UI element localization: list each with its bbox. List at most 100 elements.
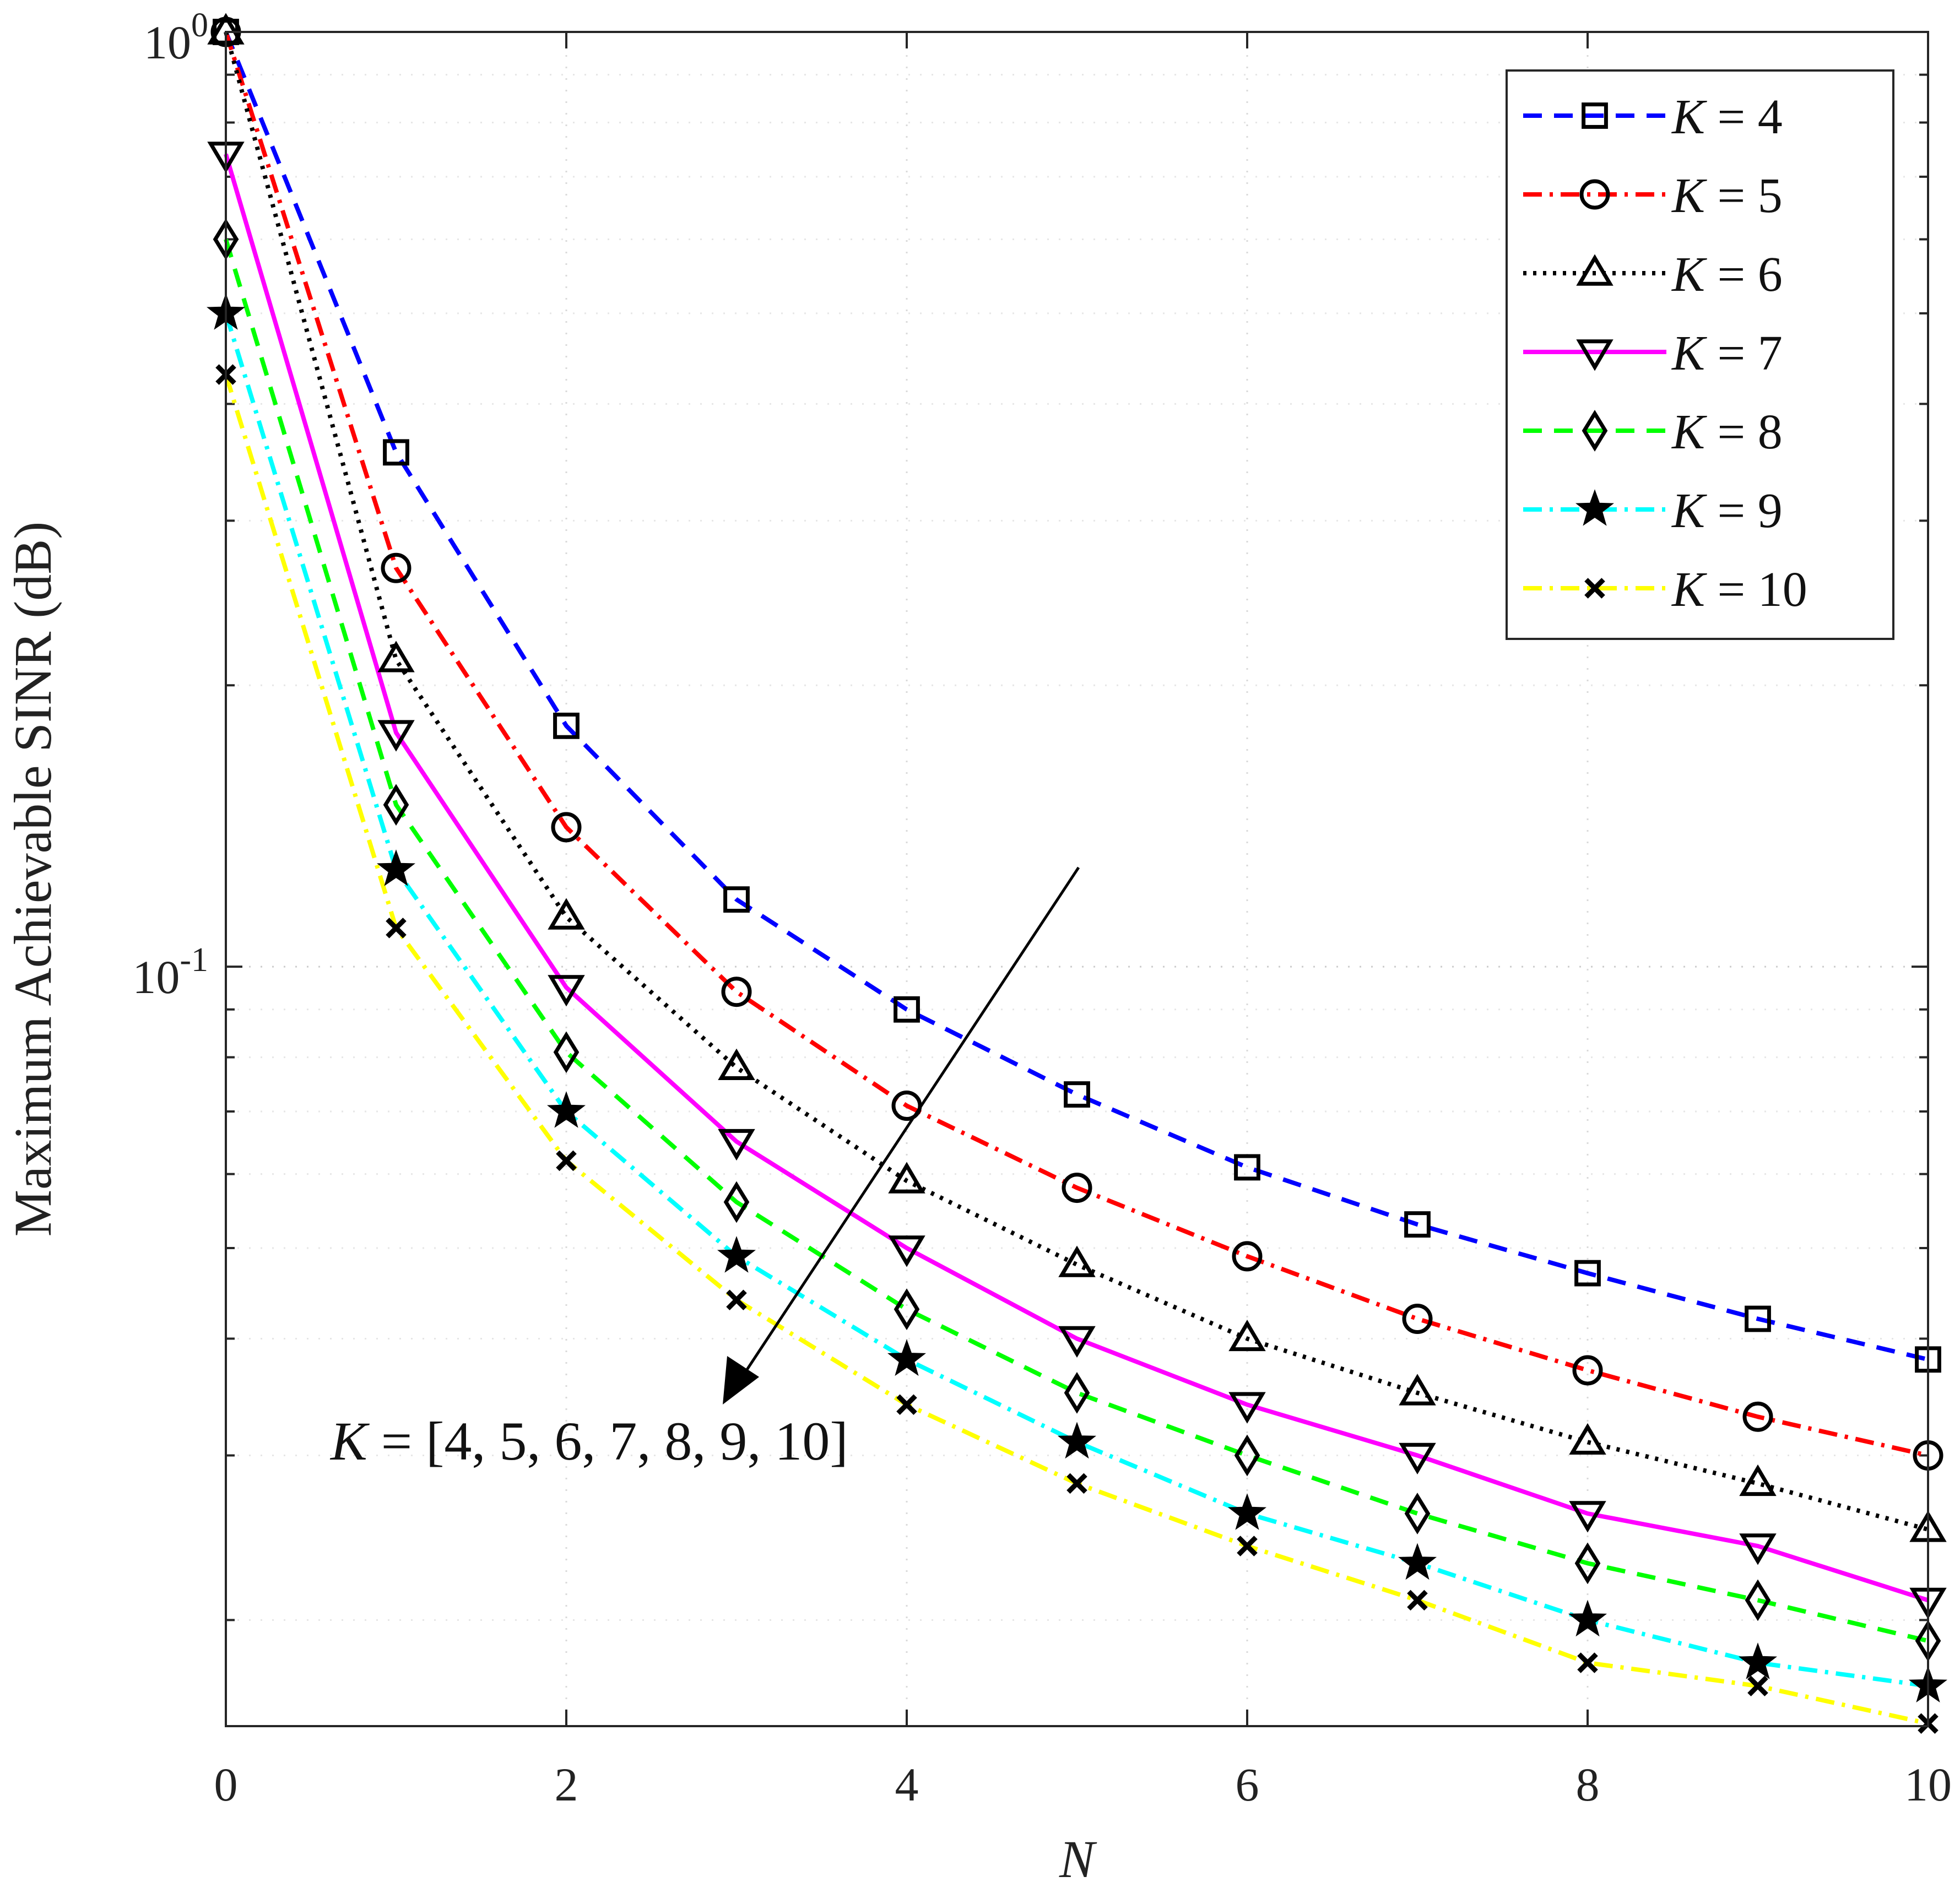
x-marker-stroke [386,918,407,939]
x-tick-label: 6 [1236,1758,1259,1811]
legend-entry-k10: K = 10 [1523,562,1807,617]
legend-entry-k7: K = 7 [1523,326,1783,381]
data-point-k6 [1399,1374,1436,1406]
legend-equals: = [1705,247,1758,302]
annotation-arrow-head [723,1356,759,1404]
x-marker-stroke [1237,1536,1258,1556]
legend-label: K = 9 [1671,484,1783,538]
y-tick-base: 10 [144,16,191,69]
data-point-k7 [1569,1501,1606,1533]
data-point-k10 [1066,1473,1087,1494]
data-point-k4 [723,886,750,913]
x-marker-stroke [1407,1590,1428,1611]
data-point-k4 [1064,1081,1090,1108]
legend-equals: = [1705,90,1758,144]
legend-equals: = [1705,326,1758,381]
data-point-k4 [383,439,409,466]
legend-marker [1582,102,1608,129]
data-point-k10 [1577,1652,1598,1673]
data-point-k9 [1398,1543,1437,1580]
data-point-k7 [1399,1442,1436,1475]
data-point-k10 [556,1150,577,1171]
series-line-k7 [224,153,1929,1603]
data-point-k6 [1739,1464,1777,1496]
data-point-k9 [1057,1422,1097,1459]
legend-entry-k4: K = 4 [1523,90,1783,144]
data-point-k6 [377,641,415,672]
annotation-arrow-shaft [733,866,1080,1389]
legend-equals: = [1705,405,1758,459]
data-point-k10 [896,1394,917,1415]
legend-entry-k6: K = 6 [1523,247,1783,302]
legend: K = 4K = 5K = 6K = 7K = 8K = 9K = 10 [1506,69,1894,640]
y-tick-label: 100 [144,7,208,69]
data-point-k9 [717,1236,756,1273]
x-tick-label: 8 [1576,1758,1600,1811]
data-point-k5 [721,977,752,1007]
plot-frame [225,31,1929,1727]
y-tick-exponent: -1 [180,941,208,979]
legend-label: K = 5 [1671,169,1783,223]
legend-equals: = [1705,484,1758,538]
legend-marker [1576,254,1614,286]
legend-value: 4 [1758,90,1783,144]
legend-var: K [1671,405,1707,459]
data-point-k6 [1058,1245,1096,1277]
data-point-k6 [548,898,585,930]
data-point-k7 [1739,1533,1777,1565]
annotation-var: K [329,1411,370,1472]
data-point-k7 [888,1235,925,1267]
legend-marker [1575,489,1615,526]
annotation: K = [4, 5, 6, 7, 8, 9, 10] [329,866,1080,1472]
y-tick-base: 10 [132,951,180,1004]
annotation-text: K = [4, 5, 6, 7, 8, 9, 10] [329,1411,848,1472]
legend-value: 5 [1758,169,1783,223]
data-point-k10 [1237,1536,1258,1556]
x-tick-label: 4 [895,1758,919,1811]
x-marker-stroke [556,1150,577,1171]
data-point-k4 [1745,1305,1771,1332]
data-point-k8 [383,784,409,826]
legend-equals: = [1705,562,1758,617]
legend-var: K [1671,247,1707,302]
y-tick-exponent: 0 [191,7,208,44]
data-point-k10 [1747,1675,1768,1696]
data-point-k5 [381,552,412,583]
data-point-k4 [1574,1260,1601,1287]
legend-var: K [1671,326,1707,381]
legend-marker [1576,339,1614,371]
data-point-k5 [1232,1241,1263,1272]
legend-var: K [1671,562,1707,617]
data-point-k8 [1574,1542,1601,1585]
legend-label: K = 10 [1671,562,1807,617]
x-tick-label: 0 [214,1758,238,1811]
legend-marker [1584,578,1605,599]
data-point-k6 [1228,1319,1266,1352]
x-marker-stroke [1066,1473,1087,1494]
data-point-k5 [551,812,582,843]
x-tick-label: 10 [1904,1758,1952,1811]
legend-label: K = 7 [1671,326,1783,381]
legend-equals: = [1705,169,1758,223]
y-axis-label: Maximum Achievable SINR (dB) [3,522,62,1236]
series-line-k4 [224,31,1929,1362]
data-point-k10 [1407,1590,1428,1611]
legend-label: K = 4 [1671,90,1783,144]
legend-entry-k8: K = 8 [1523,405,1783,459]
data-point-k8 [1745,1579,1771,1621]
data-point-k9 [1227,1493,1267,1530]
data-point-k4 [894,996,920,1023]
legend-entry-k9: K = 9 [1523,484,1783,538]
x-tick-label: 2 [555,1758,578,1811]
legend-value: 10 [1758,562,1807,617]
legend-value: 6 [1758,247,1783,302]
x-marker-stroke [1747,1675,1768,1696]
x-marker-stroke [726,1289,747,1311]
data-point-k8 [894,1288,920,1331]
annotation-rest: = [4, 5, 6, 7, 8, 9, 10] [367,1411,848,1472]
data-point-k6 [888,1162,925,1194]
legend-label: K = 8 [1671,405,1783,459]
x-axis-label: N [1059,1830,1097,1882]
